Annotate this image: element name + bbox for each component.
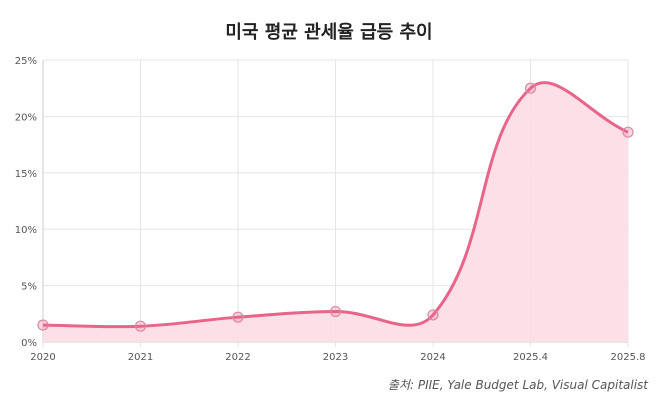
x-tick-label: 2025.8: [611, 352, 646, 363]
y-tick-label: 20%: [15, 112, 37, 123]
y-tick-label: 15%: [15, 169, 37, 180]
chart-title: 미국 평균 관세율 급등 추이: [225, 22, 433, 43]
x-tick-label: 2024: [420, 352, 445, 363]
y-tick-label: 0%: [21, 338, 37, 349]
source-note: 출처: PIIE, Yale Budget Lab, Visual Capita…: [387, 378, 648, 392]
x-tick-label: 2020: [30, 352, 55, 363]
data-point: [427, 309, 439, 321]
data-point: [37, 319, 49, 331]
y-tick-label: 5%: [21, 282, 37, 293]
data-point: [232, 311, 244, 323]
x-tick-label: 2025.4: [513, 352, 548, 363]
x-tick-label: 2023: [323, 352, 348, 363]
area-fill: [43, 82, 628, 343]
x-tick-label: 2022: [225, 352, 250, 363]
data-point: [134, 320, 147, 332]
data-point: [329, 305, 342, 318]
data-point: [622, 126, 634, 138]
x-tick-label: 2021: [128, 352, 153, 363]
y-tick-label: 10%: [15, 225, 37, 236]
series-line: [42, 81, 629, 329]
y-tick-label: 25%: [15, 56, 37, 67]
data-point: [524, 82, 537, 94]
